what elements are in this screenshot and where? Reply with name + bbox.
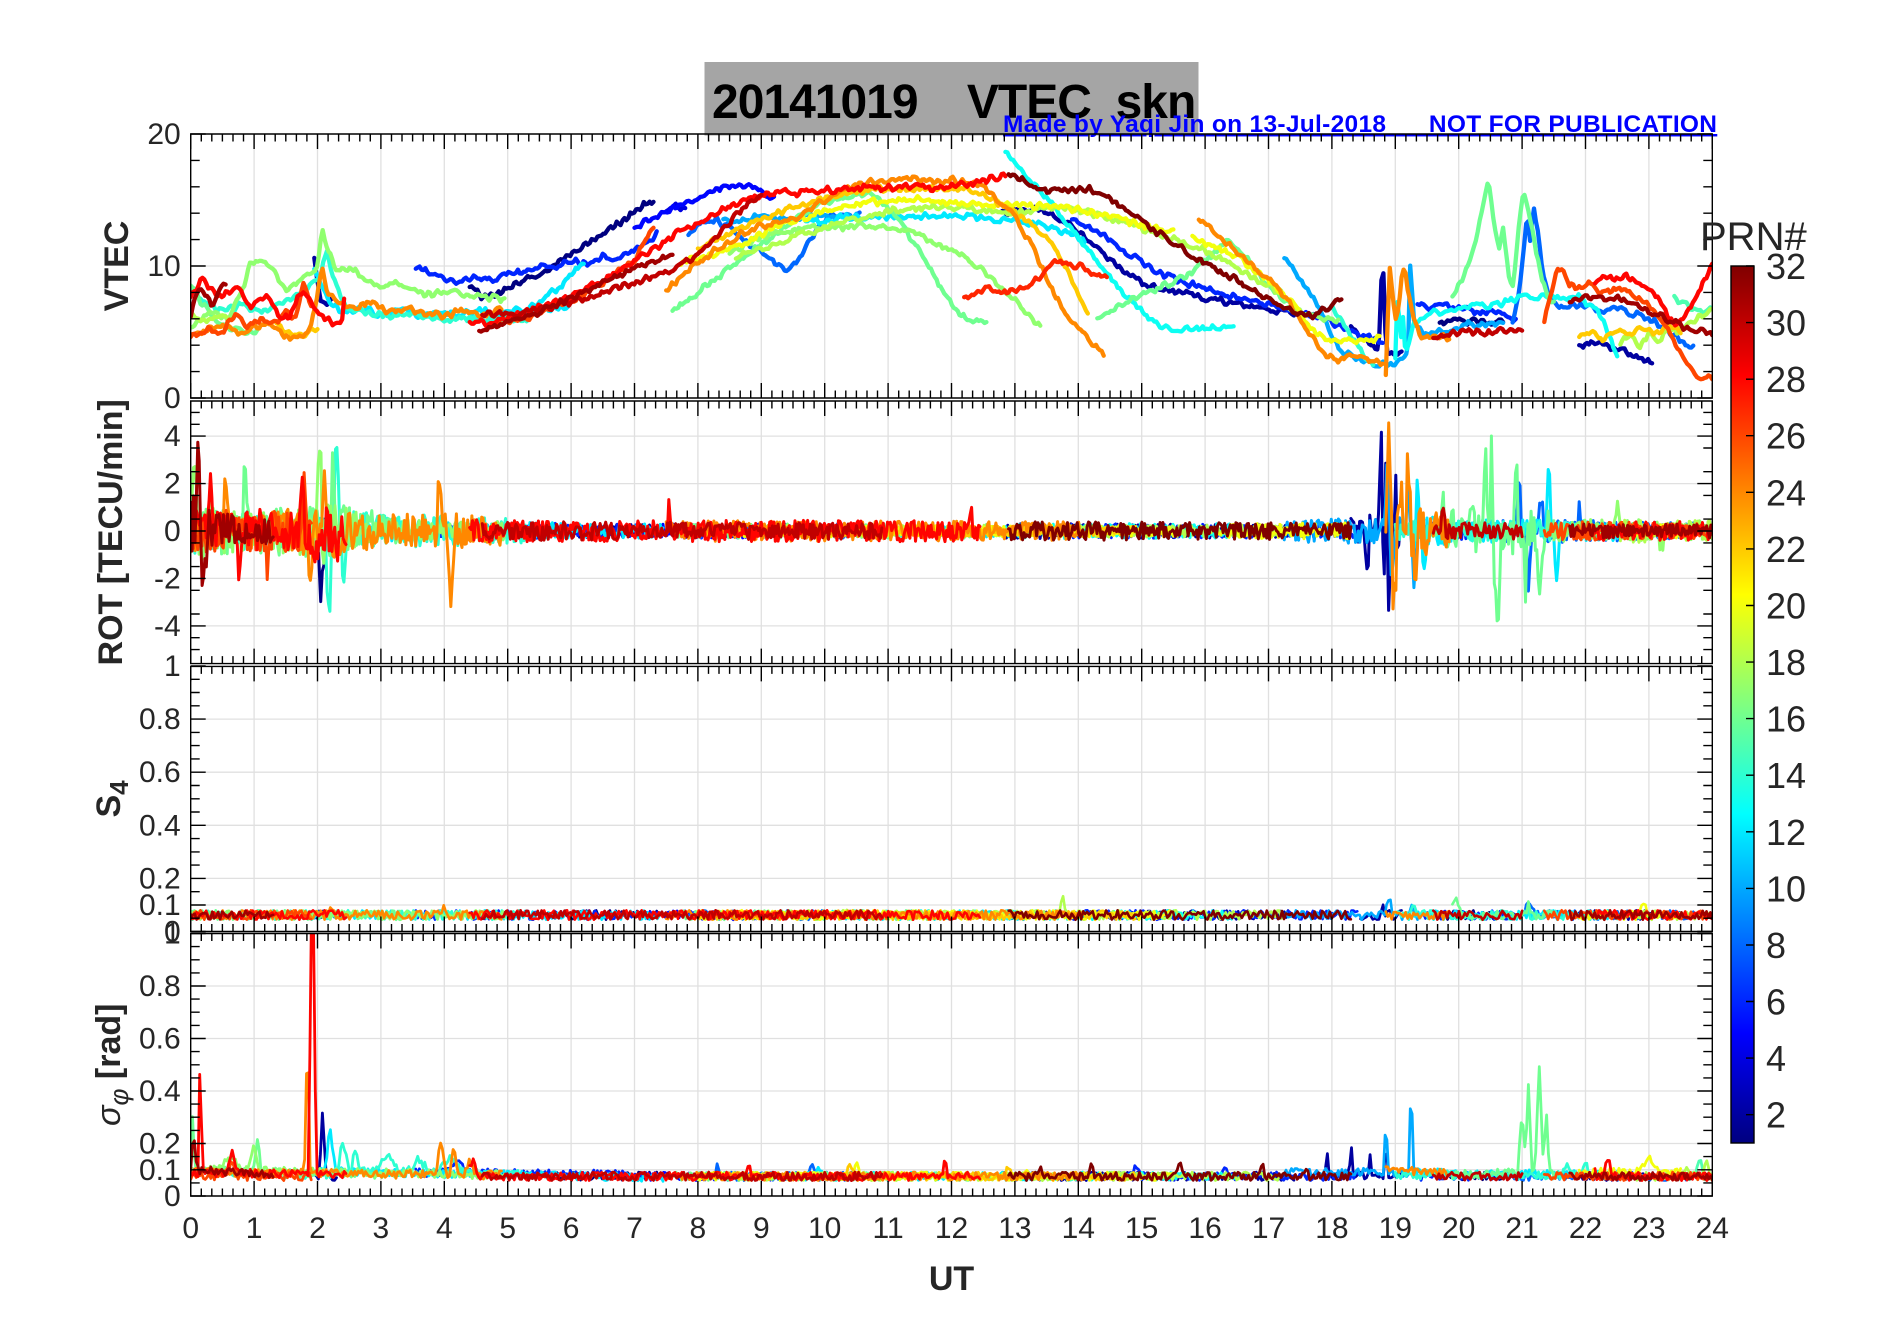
svg-text:1: 1 xyxy=(246,1212,263,1245)
svg-text:4: 4 xyxy=(164,420,181,453)
svg-text:18: 18 xyxy=(1315,1212,1348,1245)
svg-text:6: 6 xyxy=(563,1212,580,1245)
svg-text:UT: UT xyxy=(929,1260,975,1298)
svg-text:3: 3 xyxy=(373,1212,390,1245)
svg-text:2: 2 xyxy=(1766,1095,1786,1136)
svg-text:1: 1 xyxy=(164,650,181,683)
svg-text:0.6: 0.6 xyxy=(139,1023,181,1056)
svg-text:14: 14 xyxy=(1766,755,1806,796)
svg-text:6: 6 xyxy=(1766,982,1786,1023)
svg-text:16: 16 xyxy=(1766,699,1806,740)
svg-text:24: 24 xyxy=(1696,1212,1729,1245)
svg-text:15: 15 xyxy=(1125,1212,1158,1245)
svg-text:18: 18 xyxy=(1766,642,1806,683)
svg-text:1: 1 xyxy=(164,918,181,951)
svg-text:0.8: 0.8 xyxy=(139,703,181,736)
svg-text:4: 4 xyxy=(1766,1038,1786,1079)
svg-text:0.2: 0.2 xyxy=(139,862,181,895)
svg-text:26: 26 xyxy=(1766,416,1806,457)
svg-text:16: 16 xyxy=(1188,1212,1221,1245)
svg-text:-4: -4 xyxy=(154,610,181,643)
svg-text:0.4: 0.4 xyxy=(139,1075,181,1108)
svg-text:12: 12 xyxy=(1766,812,1806,853)
svg-text:13: 13 xyxy=(998,1212,1031,1245)
svg-text:24: 24 xyxy=(1766,472,1806,513)
svg-text:0.1: 0.1 xyxy=(139,1154,181,1187)
svg-text:0: 0 xyxy=(164,515,181,548)
svg-text:4: 4 xyxy=(436,1212,453,1245)
svg-text:11: 11 xyxy=(873,1212,904,1245)
svg-text:0.1: 0.1 xyxy=(139,889,181,922)
svg-text:VTEC: VTEC xyxy=(98,221,136,312)
svg-text:8: 8 xyxy=(1766,925,1786,966)
svg-text:14: 14 xyxy=(1062,1212,1095,1245)
svg-text:10: 10 xyxy=(1766,868,1806,909)
svg-text:28: 28 xyxy=(1766,359,1806,400)
svg-text:2: 2 xyxy=(309,1212,326,1245)
svg-text:30: 30 xyxy=(1766,303,1806,344)
svg-text:σφ [rad]: σφ [rad] xyxy=(90,1004,134,1126)
svg-text:0: 0 xyxy=(164,916,181,949)
svg-text:20141019 VTEC skn: 20141019 VTEC skn xyxy=(712,76,1195,129)
svg-text:0: 0 xyxy=(182,1212,199,1245)
svg-text:ROT [TECU/min]: ROT [TECU/min] xyxy=(92,399,130,665)
svg-text:0.8: 0.8 xyxy=(139,970,181,1003)
svg-text:10: 10 xyxy=(808,1212,841,1245)
svg-text:22: 22 xyxy=(1569,1212,1602,1245)
svg-text:20: 20 xyxy=(1766,586,1806,627)
svg-text:0.2: 0.2 xyxy=(139,1128,181,1161)
svg-text:10: 10 xyxy=(147,250,180,283)
svg-text:7: 7 xyxy=(626,1212,643,1245)
svg-text:12: 12 xyxy=(935,1212,968,1245)
svg-text:0.6: 0.6 xyxy=(139,756,181,789)
svg-text:PRN#: PRN# xyxy=(1700,215,1807,259)
svg-text:8: 8 xyxy=(690,1212,707,1245)
svg-text:2: 2 xyxy=(164,468,181,501)
svg-text:22: 22 xyxy=(1766,529,1806,570)
svg-text:20: 20 xyxy=(1442,1212,1475,1245)
svg-text:0: 0 xyxy=(164,1180,181,1213)
svg-text:9: 9 xyxy=(753,1212,770,1245)
svg-text:21: 21 xyxy=(1505,1212,1538,1245)
svg-text:0.4: 0.4 xyxy=(139,809,181,842)
svg-text:0: 0 xyxy=(164,382,181,415)
svg-text:23: 23 xyxy=(1632,1212,1665,1245)
svg-text:32: 32 xyxy=(1766,246,1806,287)
svg-text:-2: -2 xyxy=(154,562,181,595)
svg-text:17: 17 xyxy=(1252,1212,1285,1245)
svg-text:20: 20 xyxy=(147,118,180,151)
svg-text:5: 5 xyxy=(499,1212,516,1245)
svg-text:19: 19 xyxy=(1379,1212,1412,1245)
